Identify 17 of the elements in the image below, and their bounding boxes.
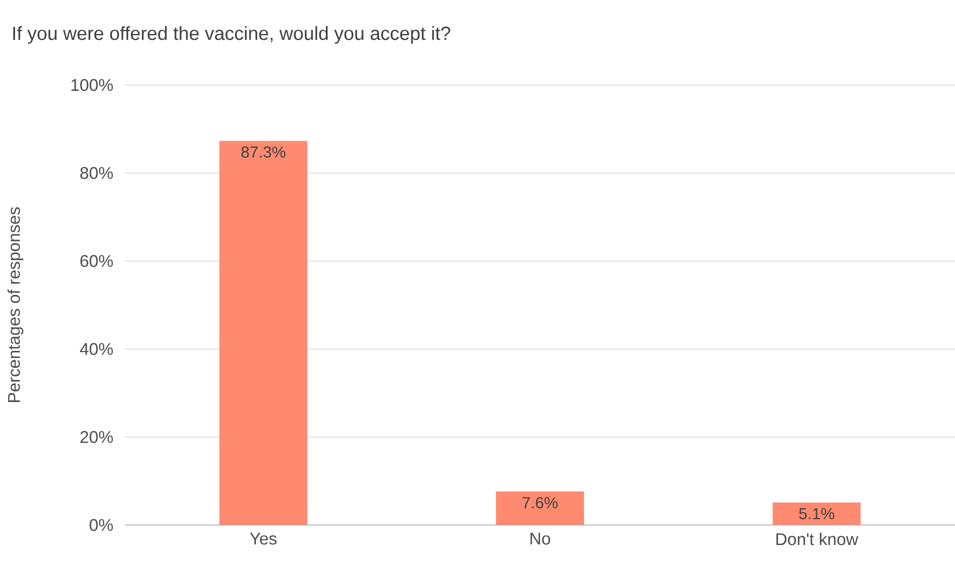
x-tick-label: Yes	[250, 532, 277, 545]
bar	[219, 140, 308, 525]
x-tick-label: No	[530, 532, 550, 545]
data-label: 87.3%	[241, 146, 286, 158]
y-tick-label: 40%	[80, 343, 113, 355]
bar	[772, 502, 861, 525]
y-axis-title: Percentages of responses	[8, 207, 24, 402]
bar	[496, 492, 584, 525]
y-tick-label: 20%	[80, 431, 113, 443]
y-tick-label: 80%	[80, 167, 113, 179]
y-tick-label: 100%	[71, 79, 113, 91]
data-label: 5.1%	[799, 508, 834, 520]
x-tick-label: Don't know	[776, 532, 858, 546]
y-tick-label: 0%	[90, 519, 113, 531]
data-label: 7.6%	[522, 497, 558, 508]
y-tick-label: 60%	[80, 255, 113, 267]
chart-title: If you were offered the vaccine, would you accept it?	[13, 26, 450, 44]
